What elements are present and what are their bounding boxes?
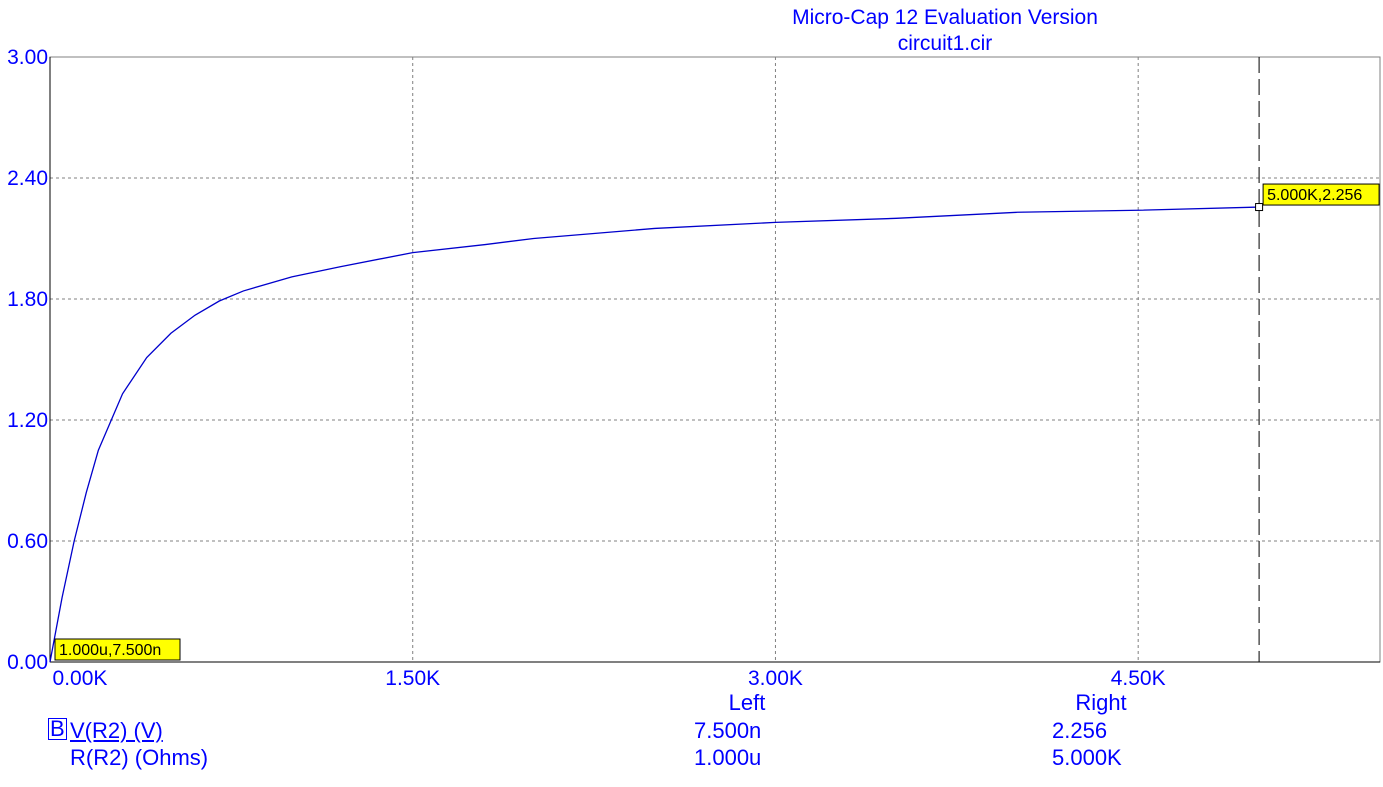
x-tick-label: 0.00K <box>53 667 108 690</box>
y-tick-label: 1.80 <box>7 288 48 311</box>
readout-header-right: Right <box>1075 690 1127 715</box>
x-expression-r-r2[interactable]: R(R2) (Ohms) <box>70 745 209 770</box>
window-title: Micro-Cap 12 Evaluation Version <box>792 6 1098 29</box>
left-cursor-label: 1.000u,7.500n <box>59 642 161 659</box>
right-cursor-marker[interactable] <box>1255 203 1264 212</box>
x-tick-label: 3.00K <box>748 667 803 690</box>
y-tick-label: 2.40 <box>7 167 48 190</box>
circuit-file-name: circuit1.cir <box>898 32 993 55</box>
readout-header-left: Left <box>728 690 766 715</box>
right-cursor-label: 5.000K,2.256 <box>1267 187 1362 204</box>
trace-expression-v-r2[interactable]: V(R2) (V) <box>70 718 163 743</box>
analysis-plot[interactable]: Micro-Cap 12 Evaluation Version circuit1… <box>0 0 1383 700</box>
right-cursor-value-r-r2: 5.000K <box>1052 745 1122 770</box>
trace-line-v-r2[interactable] <box>49 206 1260 663</box>
plot-frame <box>49 56 1381 663</box>
readout-row-v-r2[interactable]: B V(R2) (V) 7.500n 2.256 <box>48 718 1348 744</box>
x-tick-label: 1.50K <box>385 667 440 690</box>
x-tick-label: 4.50K <box>1111 667 1166 690</box>
readout-row-r-r2[interactable]: R(R2) (Ohms) 1.000u 5.000K <box>48 745 1348 771</box>
y-tick-label: 1.20 <box>7 409 48 432</box>
left-cursor-value-v-r2: 7.500n <box>694 718 762 743</box>
y-tick-label: 3.00 <box>7 46 48 69</box>
y-tick-label: 0.60 <box>7 530 48 553</box>
left-cursor-tag <box>54 638 181 661</box>
right-cursor-value-v-r2: 2.256 <box>1052 718 1108 743</box>
y-tick-label: 0.00 <box>7 651 48 674</box>
plot-group-marker[interactable]: B <box>48 716 67 741</box>
left-cursor-value-r-r2: 1.000u <box>694 745 762 770</box>
right-cursor-tag <box>1262 183 1380 206</box>
